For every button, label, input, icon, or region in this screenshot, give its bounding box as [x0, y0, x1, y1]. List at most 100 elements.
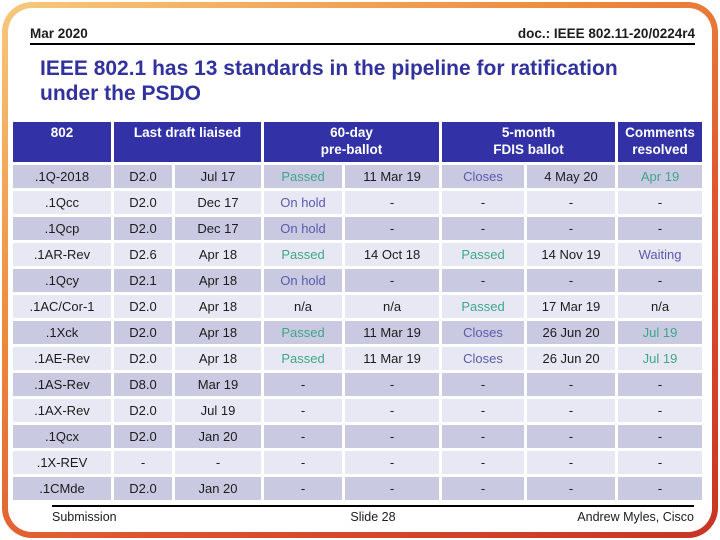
table-cell: 26 Jun 20: [527, 321, 616, 344]
table-cell: -: [345, 269, 440, 292]
table-cell: Apr 18: [175, 295, 262, 318]
standard-name-cell: .1AE-Rev: [13, 347, 111, 370]
table-cell: -: [175, 451, 262, 474]
table-cell: -: [345, 217, 440, 240]
table-cell: -: [264, 477, 343, 500]
table-cell: Jul 19: [618, 347, 703, 370]
table-cell: 4 May 20: [527, 165, 616, 188]
table-cell: Jan 20: [175, 477, 262, 500]
standard-name-cell: .1AR-Rev: [13, 243, 111, 266]
table-cell: -: [527, 269, 616, 292]
table-cell: -: [618, 191, 703, 214]
table-row: .1CMde D2.0 Jan 20- - - - -: [13, 477, 703, 500]
table-cell: Jul 17: [175, 165, 262, 188]
table-cell: Mar 19: [175, 373, 262, 396]
table-cell: D2.0: [114, 477, 172, 500]
table-cell: Closes: [442, 165, 525, 188]
standard-name-cell: .1CMde: [13, 477, 111, 500]
standard-name-cell: .1AS-Rev: [13, 373, 111, 396]
footer-author: Andrew Myles, Cisco: [577, 510, 694, 524]
table-row: .1AC/Cor-1 D2.0 Apr 18 n/a n/a Passed 17 Mar 1…: [13, 295, 703, 318]
table-cell: -: [442, 269, 525, 292]
table-cell: n/a: [264, 295, 343, 318]
standard-name-cell: .1Xck: [13, 321, 111, 344]
table-header-row: 802 Last draft liaised 60-day pre-ballot 5-…: [13, 122, 703, 162]
table-cell: D2.0: [114, 217, 172, 240]
table-cell: D2.0: [114, 347, 172, 370]
table-cell: D2.0: [114, 191, 172, 214]
table-cell: -: [527, 399, 616, 422]
table-cell: On hold: [264, 217, 343, 240]
table-cell: Dec 17: [175, 217, 262, 240]
footer-submission: Submission: [52, 510, 117, 524]
table-cell: D8.0: [114, 373, 172, 396]
table-cell: -: [618, 451, 703, 474]
table-cell: -: [345, 477, 440, 500]
table-row: .1AE-Rev D2.0 Apr 18 Passed 11 Mar 19 Closes 2…: [13, 347, 703, 370]
table-cell: n/a: [618, 295, 703, 318]
table-cell: D2.0: [114, 295, 172, 318]
table-cell: -: [618, 425, 703, 448]
table-row: .1X-REV - - - - - - -: [13, 451, 703, 474]
column-header-4: Comments resolved: [618, 122, 703, 162]
standard-name-cell: .1Qcy: [13, 269, 111, 292]
slide-footer: Submission Slide 28 Andrew Myles, Cisco: [52, 505, 694, 524]
table-cell: Apr 18: [175, 347, 262, 370]
table-cell: Apr 19: [618, 165, 703, 188]
table-cell: Apr 18: [175, 321, 262, 344]
table-cell: D2.1: [114, 269, 172, 292]
table-cell: -: [527, 191, 616, 214]
table-cell: -: [618, 373, 703, 396]
table-row: .1Xck D2.0 Apr 18 Passed 11 Mar 19 Closes 26 J…: [13, 321, 703, 344]
standards-table: 802 Last draft liaised 60-day pre-ballot 5-…: [10, 119, 705, 503]
table-body: .1Q-2018 D2.0 Jul 17 Passed 11 Mar 19 Closes 4…: [13, 165, 703, 500]
table-cell: 14 Nov 19: [527, 243, 616, 266]
table-cell: Apr 18: [175, 243, 262, 266]
standard-name-cell: .1Qcp: [13, 217, 111, 240]
table-cell: -: [345, 451, 440, 474]
table-cell: On hold: [264, 191, 343, 214]
table-cell: Jul 19: [618, 321, 703, 344]
column-header-3: 5-month FDIS ballot: [442, 122, 616, 162]
table-row: .1AX-Rev D2.0 Jul 19- - - - -: [13, 399, 703, 422]
table-cell: -: [527, 451, 616, 474]
column-header-2: 60-day pre-ballot: [264, 122, 440, 162]
table-cell: -: [345, 425, 440, 448]
table-cell: Closes: [442, 347, 525, 370]
table-cell: -: [345, 399, 440, 422]
table-cell: -: [527, 217, 616, 240]
table-cell: Jul 19: [175, 399, 262, 422]
table-cell: 17 Mar 19: [527, 295, 616, 318]
table-cell: On hold: [264, 269, 343, 292]
table-cell: n/a: [345, 295, 440, 318]
page-title: IEEE 802.1 has 13 standards in the pipel…: [40, 57, 618, 105]
standard-name-cell: .1X-REV: [13, 451, 111, 474]
table-row: .1Qcx D2.0 Jan 20- - - - -: [13, 425, 703, 448]
table-cell: -: [527, 373, 616, 396]
standard-name-cell: .1Qcc: [13, 191, 111, 214]
table-cell: -: [345, 191, 440, 214]
table-cell: 11 Mar 19: [345, 321, 440, 344]
standard-name-cell: .1Q-2018: [13, 165, 111, 188]
table-cell: -: [264, 425, 343, 448]
table-cell: -: [442, 217, 525, 240]
column-header-1: Last draft liaised: [114, 122, 262, 162]
table-row: .1Qcc D2.0 Dec 17 On hold - - - -: [13, 191, 703, 214]
table-cell: -: [442, 451, 525, 474]
table-cell: -: [618, 269, 703, 292]
table-cell: -: [618, 477, 703, 500]
table-row: .1Qcy D2.1 Apr 18 On hold - - - -: [13, 269, 703, 292]
table-cell: Jan 20: [175, 425, 262, 448]
column-header-0: 802: [13, 122, 111, 162]
table-cell: 14 Oct 18: [345, 243, 440, 266]
table-cell: -: [442, 373, 525, 396]
table-row: .1Qcp D2.0 Dec 17 On hold - - - -: [13, 217, 703, 240]
table-cell: -: [527, 477, 616, 500]
table-cell: -: [264, 373, 343, 396]
table-cell: -: [442, 399, 525, 422]
table-header: 802 Last draft liaised 60-day pre-ballot 5-…: [13, 122, 703, 162]
table-cell: -: [442, 191, 525, 214]
table-cell: Dec 17: [175, 191, 262, 214]
table-cell: D2.0: [114, 165, 172, 188]
table-cell: D2.6: [114, 243, 172, 266]
